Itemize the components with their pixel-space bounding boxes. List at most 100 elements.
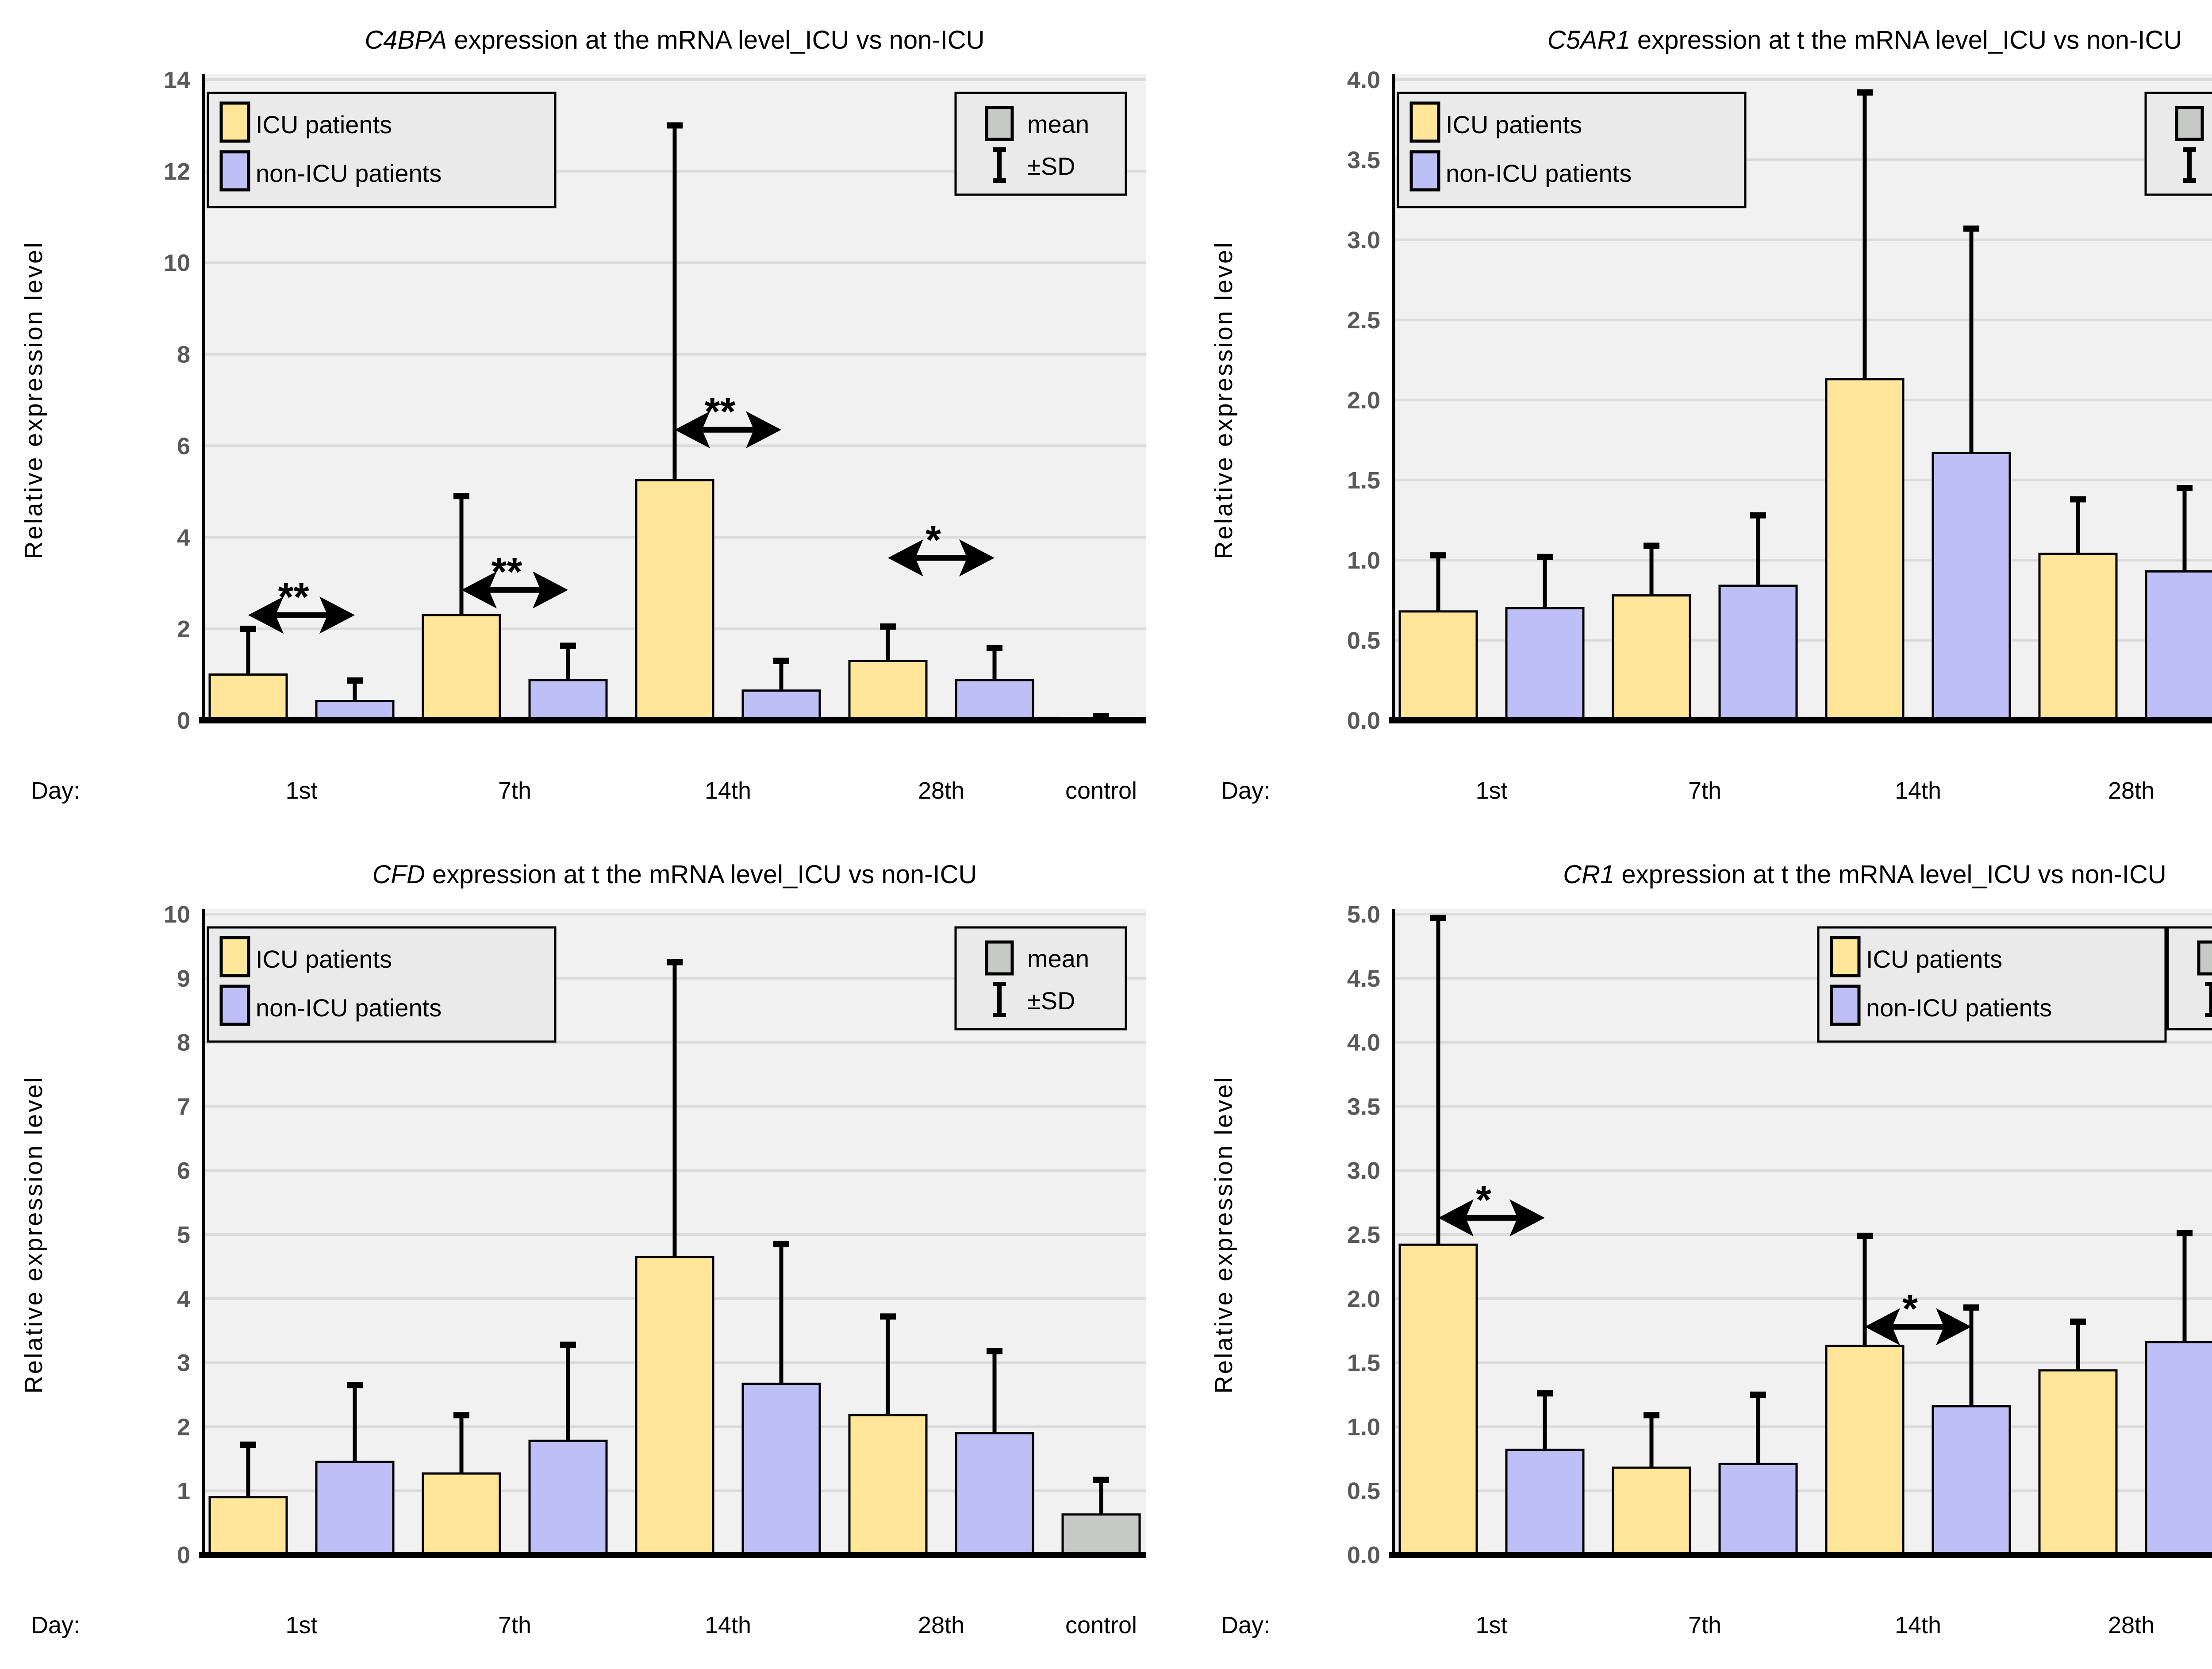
- bar-icu-1st: [1398, 1243, 1478, 1556]
- y-tick-label: 0: [177, 1542, 190, 1569]
- bar-control: [1061, 1513, 1141, 1556]
- icu-swatch: [219, 936, 250, 977]
- non-icu-legend-label: non-ICU patients: [1446, 159, 1632, 187]
- x-axis-prefix: Day:: [1221, 777, 1270, 804]
- icu-legend-label: ICU patients: [1446, 111, 1582, 138]
- x-tick-label: 14th: [705, 777, 751, 804]
- error-bar-cap: [667, 959, 683, 965]
- mean-swatch: [985, 106, 1014, 141]
- svg-text:C4BPA expression at the mRNA l: C4BPA expression at the mRNA level_ICU v…: [365, 26, 984, 54]
- x-tick-label: 14th: [1895, 1612, 1941, 1638]
- bar-non-icu-1st: [315, 700, 395, 722]
- x-tick-label: 28th: [2108, 777, 2154, 804]
- significance-label: *: [926, 518, 941, 562]
- error-bar-cap: [347, 677, 363, 684]
- y-tick-label: 1: [177, 1478, 190, 1504]
- y-tick-label: 0.5: [1347, 1478, 1380, 1504]
- mean-legend-label: mean: [1027, 945, 1089, 973]
- y-tick-labels: 0 2 4 6 8 10 12 14: [164, 67, 190, 734]
- bar-non-icu-7th: [1718, 585, 1798, 722]
- error-bars: [1430, 89, 2193, 611]
- error-bar-cap: [1857, 89, 1873, 96]
- y-tick-label: 2.5: [1347, 1222, 1380, 1248]
- x-tick-label: 7th: [498, 777, 531, 804]
- chart-panel-C5AR1: 0.0 0.5 1.0 1.5 2.0 2.5 3.0 3.5 4.0 C5AR1 express…: [1210, 26, 2212, 804]
- bar-icu-14th: [1825, 1345, 1905, 1556]
- y-tick-label: 0: [177, 708, 190, 734]
- error-bar-cap: [1537, 1390, 1553, 1397]
- x-tick-label: 28th: [918, 1612, 964, 1638]
- bar-non-icu-7th: [1718, 1462, 1798, 1556]
- significance-label: **: [278, 575, 309, 619]
- y-tick-label: 6: [177, 433, 190, 459]
- bar-non-icu-28th: [955, 679, 1034, 722]
- bar-icu-14th: [635, 1256, 714, 1556]
- y-tick-label: 2.5: [1347, 307, 1380, 334]
- significance-markers: **: [1438, 1178, 1971, 1346]
- y-tick-label: 4.0: [1347, 1030, 1380, 1056]
- x-tick-label: 7th: [498, 1612, 531, 1638]
- significance-label: *: [1476, 1178, 1491, 1222]
- y-tick-label: 2: [177, 1414, 190, 1440]
- error-bar-cap: [1857, 1232, 1873, 1239]
- bar-non-icu-28th: [955, 1432, 1034, 1556]
- significance-arrow-14th: *: [1865, 1287, 1971, 1346]
- bars: [208, 1256, 1141, 1556]
- y-tick-label: 2.0: [1347, 1286, 1380, 1312]
- mean-swatch: [2175, 106, 2204, 141]
- y-tick-label: 4: [177, 1286, 190, 1312]
- bar-non-icu-14th: [1932, 1405, 2011, 1556]
- bar-non-icu-7th: [528, 1439, 608, 1556]
- bar-icu-1st: [1398, 610, 1478, 722]
- x-tick-label: 14th: [1895, 777, 1941, 804]
- bar-icu-1st: [208, 1496, 288, 1556]
- y-tick-label: 4.5: [1347, 965, 1380, 992]
- error-bar-cap: [987, 645, 1002, 651]
- bar-non-icu-1st: [1505, 607, 1585, 722]
- y-tick-label: 1.5: [1347, 1350, 1380, 1377]
- y-tick-label: 1.5: [1347, 467, 1380, 494]
- bar-non-icu-1st: [315, 1461, 395, 1556]
- error-bar-cap: [1430, 915, 1446, 921]
- mean-sd-legend: mean ±SD: [954, 92, 1127, 196]
- sd-icon-cap-top: [993, 147, 1006, 152]
- y-tick-label: 3.0: [1347, 227, 1380, 254]
- bar-icu-28th: [848, 1414, 928, 1556]
- mean-sd-legend-box: [954, 926, 1127, 1031]
- x-tick-label: 1st: [285, 1612, 317, 1638]
- y-tick-label: 0.0: [1347, 708, 1380, 734]
- x-tick-label-control: control: [1065, 777, 1137, 804]
- chart-title: CR1 expression at t the mRNA level_ICU v…: [1563, 860, 2166, 889]
- bar-icu-14th: [635, 479, 714, 722]
- y-tick-label: 2.0: [1347, 387, 1380, 414]
- sd-icon-cap-bottom: [2183, 178, 2196, 183]
- error-bar-cap: [2070, 496, 2086, 503]
- significance-arrow-7th: **: [461, 550, 568, 609]
- patients-legend-box: [207, 926, 557, 1043]
- y-axis-title: Relative expression level: [1210, 1075, 1237, 1393]
- x-axis-prefix: Day:: [31, 777, 80, 804]
- chart-panel-C4BPA: 0 2 4 6 8 10 12 14 C4BPA expression at the mRNA …: [19, 26, 1146, 804]
- y-tick-label: 3.0: [1347, 1158, 1380, 1184]
- bar-non-icu-7th: [528, 679, 608, 722]
- y-tick-label: 7: [177, 1093, 190, 1120]
- chart-panel-CFD: 0 1 2 3 4 5 6 7 8 9 10 CFD expression at t the mRNA…: [19, 860, 1146, 1638]
- error-bar-cap: [1537, 554, 1553, 560]
- y-axis-title: Relative expression level: [19, 1075, 47, 1393]
- x-axis-labels: Day: 1st 7th 14th 28th control: [31, 1612, 1137, 1638]
- y-axis-title: Relative expression level: [1210, 241, 1237, 559]
- y-tick-label: 6: [177, 1158, 190, 1184]
- error-bar-cap: [1963, 225, 1979, 232]
- icu-legend-label: ICU patients: [256, 111, 392, 138]
- non-icu-legend-label: non-ICU patients: [256, 994, 442, 1022]
- error-bar-cap: [1093, 1477, 1109, 1483]
- x-tick-label: 28th: [918, 777, 964, 804]
- patients-legend-box: [1397, 92, 1747, 208]
- chart-panel-CR1: 0.0 0.5 1.0 1.5 2.0 2.5 3.0 3.5 4.0 4.5 5.0 CR1 exp…: [1210, 860, 2212, 1638]
- patients-legend-box: [1817, 926, 2167, 1043]
- error-bars: [1430, 915, 2193, 1468]
- y-tick-label: 1.0: [1347, 1414, 1380, 1440]
- error-bar-cap: [240, 626, 256, 632]
- patients-legend: ICU patients non-ICU patients: [1817, 926, 2167, 1043]
